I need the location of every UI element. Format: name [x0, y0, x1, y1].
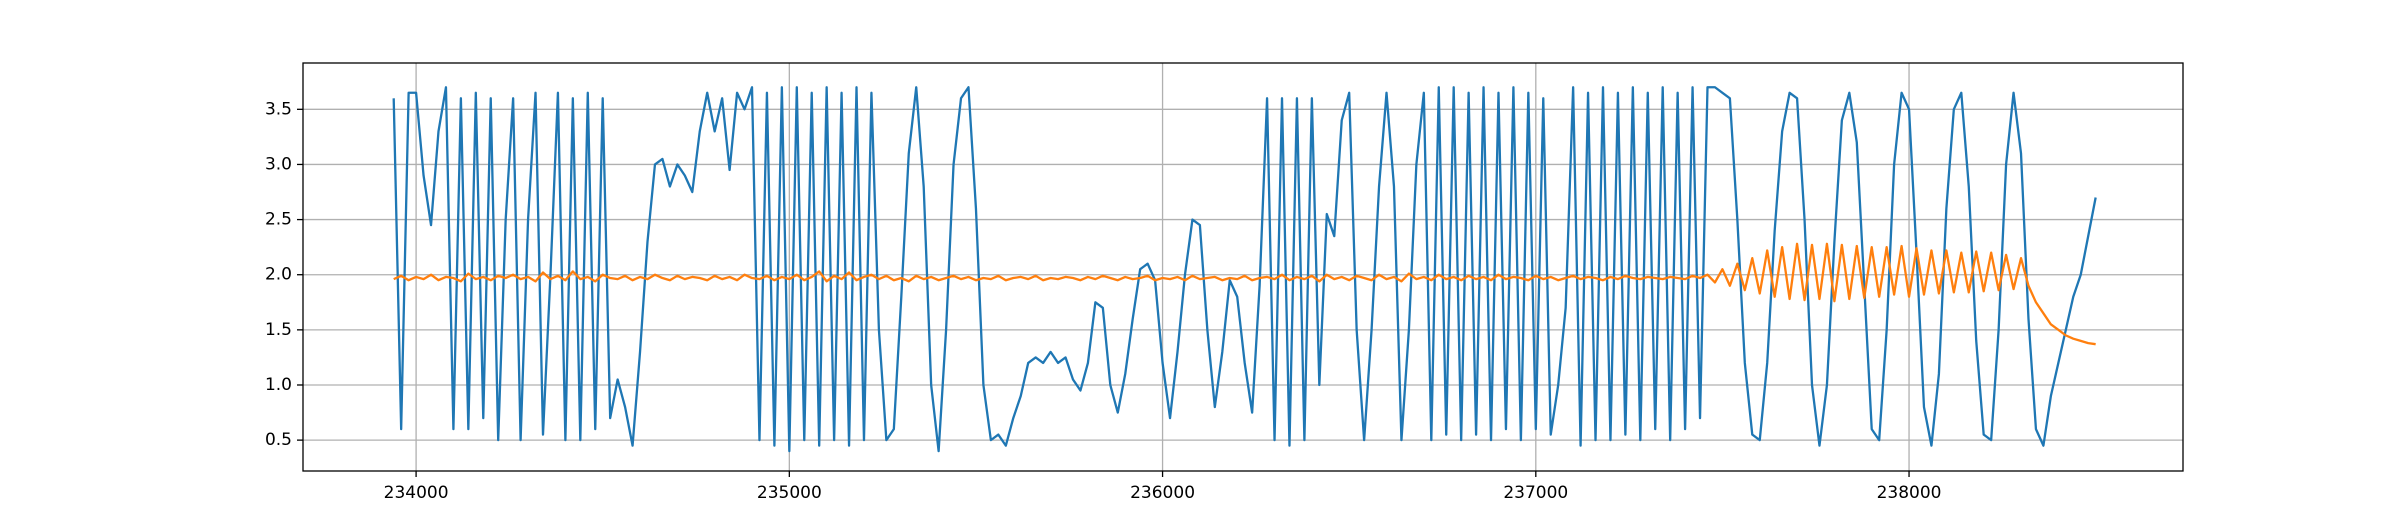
x-tick-label: 238000 [1877, 483, 1942, 503]
y-tick-label: 2.5 [265, 210, 292, 230]
y-tick-label: 3.0 [265, 154, 292, 174]
data-line [393, 242, 2096, 346]
y-tick-label: 2.0 [265, 265, 292, 285]
data-line [392, 86, 2097, 453]
y-tick-label: 0.5 [265, 430, 292, 450]
y-tick-label: 1.0 [265, 375, 292, 395]
y-tick-label: 1.5 [265, 320, 292, 340]
x-tick-label: 235000 [757, 483, 822, 503]
axes-frame [302, 62, 2184, 472]
x-tick-label: 234000 [384, 483, 449, 503]
x-tick-label: 236000 [1130, 483, 1195, 503]
x-tick-label: 237000 [1503, 483, 1568, 503]
y-tick-label: 3.5 [265, 99, 292, 119]
